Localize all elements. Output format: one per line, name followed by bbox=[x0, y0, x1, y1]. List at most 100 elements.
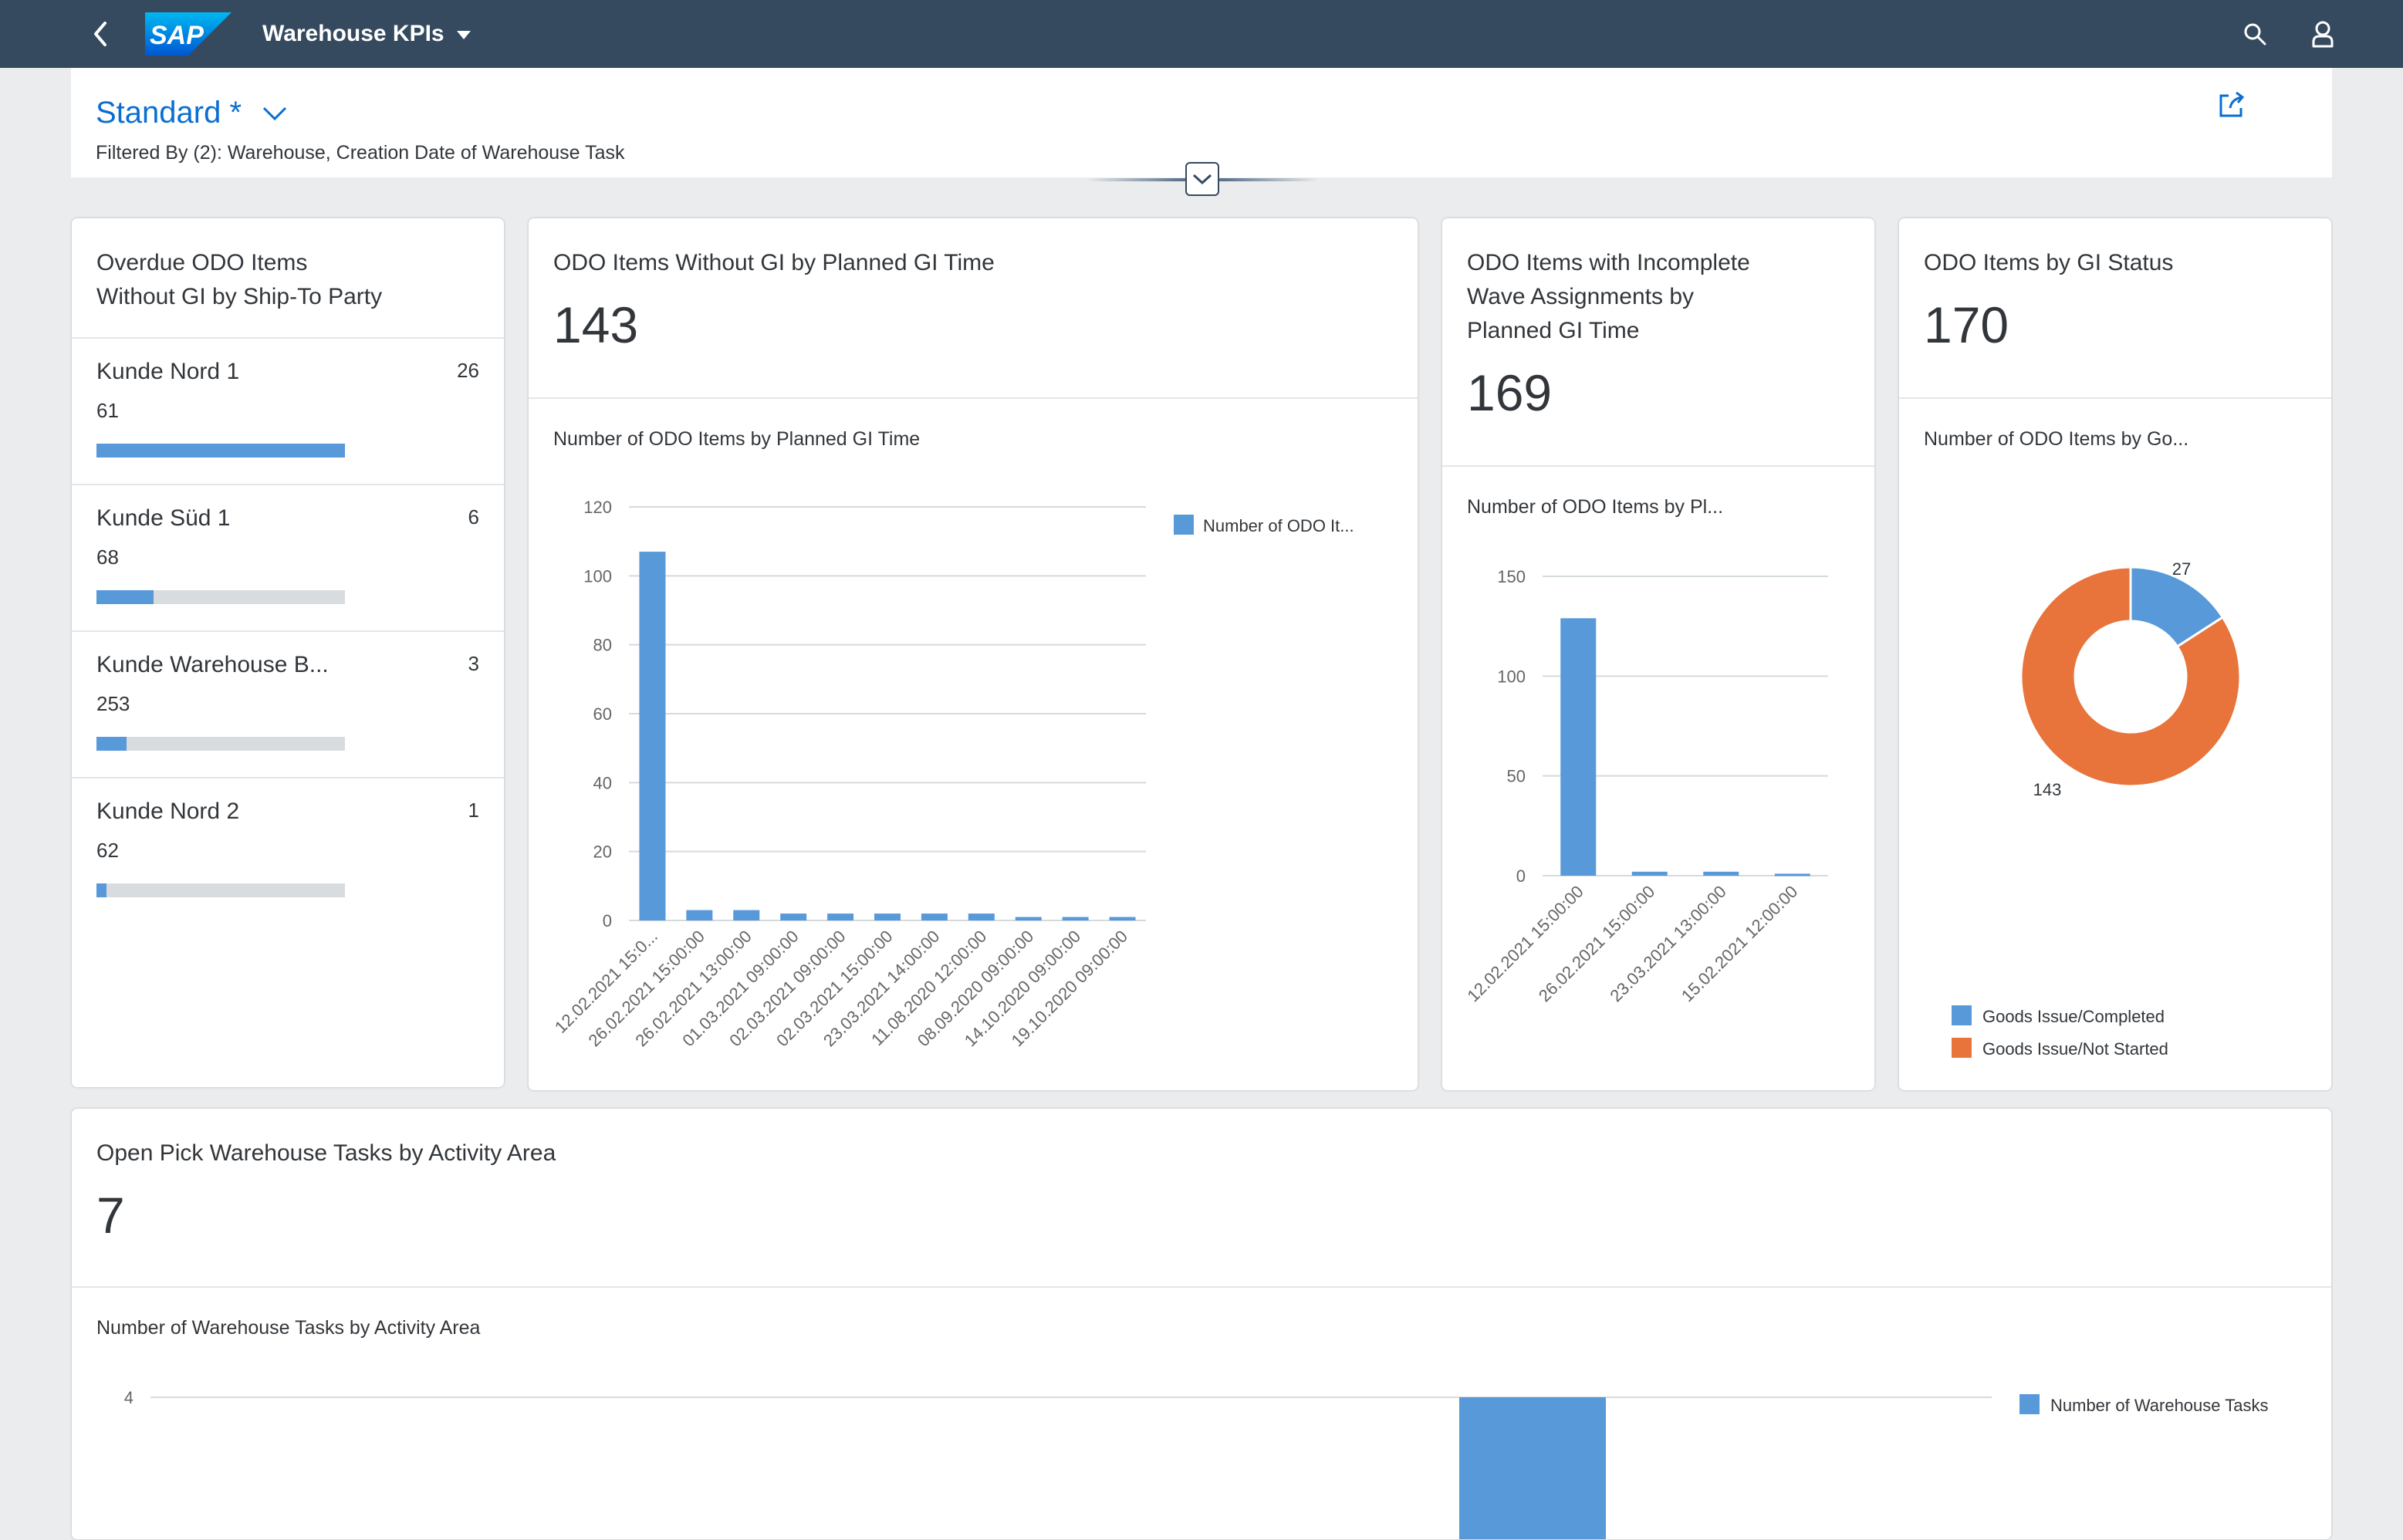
x-tick-label: 26.02.2021 15:00:00 bbox=[1535, 882, 1658, 1005]
item-value: 68 bbox=[96, 545, 119, 569]
bar bbox=[1062, 917, 1089, 920]
y-tick-label: 50 bbox=[1507, 767, 1526, 786]
sap-logo-text: SAP bbox=[150, 21, 204, 50]
item-count: 6 bbox=[468, 505, 479, 529]
list-item[interactable]: Kunde Süd 1 6 68 bbox=[72, 484, 504, 630]
y-tick-label: 60 bbox=[593, 704, 612, 724]
app-title-menu[interactable]: Warehouse KPIs bbox=[262, 19, 471, 49]
data-label: 27 bbox=[2172, 559, 2191, 579]
y-tick-label: 0 bbox=[603, 911, 612, 930]
legend-label: Number of Warehouse Tasks bbox=[2050, 1396, 2268, 1415]
card-title: ODO Items Without GI by Planned GI Time bbox=[553, 250, 995, 275]
chart-title: Number of ODO Items by Planned GI Time bbox=[553, 428, 921, 450]
item-value: 62 bbox=[96, 839, 119, 862]
sap-logo[interactable]: SAP bbox=[145, 12, 232, 56]
shell-bar: SAP Warehouse KPIs bbox=[0, 0, 2403, 68]
card-incomplete-wave[interactable]: ODO Items with Incomplete Wave Assignmen… bbox=[1441, 218, 1875, 1091]
chart-title: Number of Warehouse Tasks by Activity Ar… bbox=[96, 1317, 481, 1339]
item-name: Kunde Nord 1 bbox=[96, 359, 240, 384]
variant-name: Standard * bbox=[96, 96, 242, 130]
progress-fill bbox=[96, 883, 106, 897]
card-title-line: Planned GI Time bbox=[1467, 318, 1640, 343]
y-tick-label: 20 bbox=[593, 843, 612, 862]
item-count: 3 bbox=[468, 652, 479, 675]
bar bbox=[1459, 1397, 1606, 1539]
app-title: Warehouse KPIs bbox=[262, 21, 444, 46]
legend-label: Goods Issue/Not Started bbox=[1982, 1039, 2168, 1059]
bar bbox=[921, 914, 948, 920]
item-count: 26 bbox=[457, 359, 479, 382]
filtered-by-text: Filtered By (2): Warehouse, Creation Dat… bbox=[96, 142, 625, 164]
kpi-value: 143 bbox=[553, 296, 639, 353]
bar bbox=[1560, 618, 1597, 876]
y-tick-label: 100 bbox=[1497, 667, 1526, 686]
chart-title: Number of ODO Items by Pl... bbox=[1467, 496, 1724, 518]
item-name: Kunde Warehouse B... bbox=[96, 652, 329, 677]
bar bbox=[1774, 873, 1810, 876]
collapse-header-button[interactable] bbox=[1185, 162, 1219, 196]
card-title: ODO Items with Incomplete Wave Assignmen… bbox=[1467, 246, 1750, 348]
list-item[interactable]: Kunde Warehouse B... 3 253 bbox=[72, 630, 504, 777]
bar bbox=[639, 552, 666, 920]
item-value: 253 bbox=[96, 692, 130, 715]
y-tick-label: 0 bbox=[1516, 866, 1526, 886]
y-tick-label: 150 bbox=[1497, 567, 1526, 586]
card-title: ODO Items by GI Status bbox=[1924, 250, 2174, 275]
bar bbox=[780, 914, 807, 920]
card-planned-gi-time[interactable]: ODO Items Without GI by Planned GI Time … bbox=[528, 218, 1418, 1091]
item-name: Kunde Süd 1 bbox=[96, 505, 231, 531]
card-title-line: ODO Items with Incomplete bbox=[1467, 250, 1750, 275]
bar-chart[interactable]: 4 Number of Warehouse Tasks bbox=[72, 1356, 2332, 1540]
bar bbox=[1631, 871, 1668, 876]
bar bbox=[827, 914, 854, 920]
progress-fill bbox=[96, 737, 127, 751]
back-button[interactable] bbox=[83, 17, 117, 51]
y-tick-label: 80 bbox=[593, 636, 612, 655]
donut-chart[interactable]: 27 143 Goods Issue/Completed Goods Issue/No… bbox=[1899, 473, 2332, 1082]
legend-label: Number of ODO It... bbox=[1203, 516, 1354, 535]
progress-fill bbox=[96, 444, 345, 458]
data-label: 143 bbox=[2033, 780, 2062, 799]
bar bbox=[1109, 917, 1136, 920]
variant-selector[interactable]: Standard * bbox=[96, 96, 288, 130]
x-tick-label: 12.02.2021 15:00:00 bbox=[1463, 882, 1587, 1005]
y-tick-label: 40 bbox=[593, 773, 612, 792]
item-count: 1 bbox=[468, 799, 479, 822]
bar bbox=[686, 910, 713, 920]
divider bbox=[529, 397, 1418, 399]
progress-bar bbox=[96, 883, 345, 897]
card-open-pick-tasks[interactable]: Open Pick Warehouse Tasks by Activity Ar… bbox=[71, 1108, 2332, 1540]
share-button[interactable] bbox=[2216, 89, 2247, 120]
legend-swatch bbox=[1952, 1005, 1972, 1025]
bar bbox=[874, 914, 901, 920]
card-title: Overdue ODO Items Without GI by Ship-To … bbox=[96, 246, 382, 314]
y-tick-label: 100 bbox=[583, 566, 612, 586]
bar bbox=[733, 910, 760, 920]
x-tick-label: 15.02.2021 12:00:00 bbox=[1678, 882, 1801, 1005]
user-button[interactable] bbox=[2306, 17, 2340, 51]
card-title-line: Overdue ODO Items bbox=[96, 250, 308, 275]
item-name: Kunde Nord 2 bbox=[96, 799, 240, 824]
bar bbox=[1015, 917, 1042, 920]
card-overdue-odo-items[interactable]: Overdue ODO Items Without GI by Ship-To … bbox=[71, 218, 505, 1088]
legend-swatch bbox=[1952, 1038, 1972, 1058]
list-item[interactable]: Kunde Nord 1 26 61 bbox=[72, 337, 504, 484]
progress-bar bbox=[96, 590, 345, 604]
chevron-down-icon bbox=[262, 106, 287, 120]
progress-bar bbox=[96, 737, 345, 751]
kpi-value: 7 bbox=[96, 1187, 125, 1244]
list-item[interactable]: Kunde Nord 2 1 62 bbox=[72, 777, 504, 924]
chart-title: Number of ODO Items by Go... bbox=[1924, 428, 2189, 450]
search-button[interactable] bbox=[2238, 17, 2272, 51]
item-value: 61 bbox=[96, 399, 119, 422]
divider bbox=[72, 1286, 2331, 1288]
y-tick-label: 4 bbox=[124, 1388, 134, 1407]
legend-label: Goods Issue/Completed bbox=[1982, 1007, 2165, 1026]
card-title: Open Pick Warehouse Tasks by Activity Ar… bbox=[96, 1140, 556, 1166]
card-gi-status[interactable]: ODO Items by GI Status 170 Number of ODO… bbox=[1898, 218, 2332, 1091]
legend-swatch bbox=[2019, 1394, 2040, 1414]
progress-fill bbox=[96, 590, 154, 604]
kpi-value: 169 bbox=[1467, 364, 1553, 421]
